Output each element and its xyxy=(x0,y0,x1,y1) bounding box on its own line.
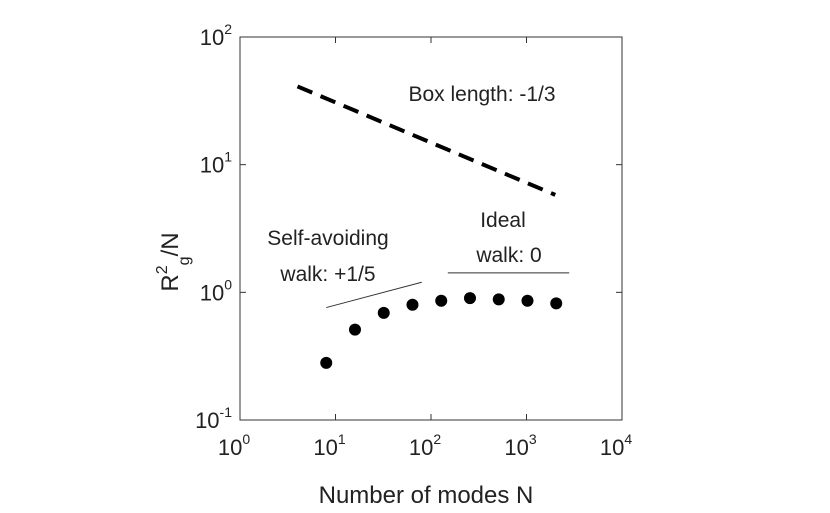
data-point xyxy=(550,297,563,310)
data-point xyxy=(492,293,505,306)
ideal-walk-label-line2: walk: 0 xyxy=(475,244,541,267)
y-tick-label: 10-1 xyxy=(195,404,232,433)
self-avoiding-walk-line xyxy=(326,281,422,309)
data-point xyxy=(406,298,419,311)
x-axis-title: Number of modes N xyxy=(319,482,534,509)
data-point xyxy=(348,323,361,336)
x-axis: 100 101 102 103 104 xyxy=(218,37,632,460)
y-axis-title: R2g/N xyxy=(154,232,193,291)
x-tick-label: 103 xyxy=(504,431,536,460)
data-point xyxy=(377,306,390,319)
box-length-line xyxy=(296,84,557,197)
x-tick-label: 104 xyxy=(600,431,632,460)
data-point xyxy=(463,292,476,305)
y-axis-title-base: R xyxy=(157,274,184,291)
box-length-label: Box length: -1/3 xyxy=(408,83,555,106)
y-axis-title-sub: g xyxy=(176,256,193,265)
y-tick-label: 101 xyxy=(200,149,232,178)
reference-lines xyxy=(296,84,570,309)
self-avoiding-label-line2: walk: +1/5 xyxy=(279,263,375,286)
annotations: Box length: -1/3 Self-avoiding walk: +1/… xyxy=(267,83,555,286)
data-point xyxy=(521,294,534,307)
ideal-walk-label-line1: Ideal xyxy=(480,209,526,232)
y-axis-title-sup: 2 xyxy=(154,265,171,274)
self-avoiding-label-line1: Self-avoiding xyxy=(267,227,388,250)
y-tick-label: 100 xyxy=(200,276,232,305)
y-tick-label: 102 xyxy=(200,21,232,50)
x-tick-label: 102 xyxy=(409,431,441,460)
y-axis: 10-1 100 101 102 xyxy=(195,21,622,433)
data-point xyxy=(435,294,448,307)
x-tick-label: 100 xyxy=(218,431,250,460)
y-axis-title-tail: /N xyxy=(157,232,184,256)
data-points xyxy=(320,292,563,369)
x-tick-label: 101 xyxy=(313,431,345,460)
svg-text:R2g/N: R2g/N xyxy=(154,232,193,291)
data-point xyxy=(320,356,333,369)
